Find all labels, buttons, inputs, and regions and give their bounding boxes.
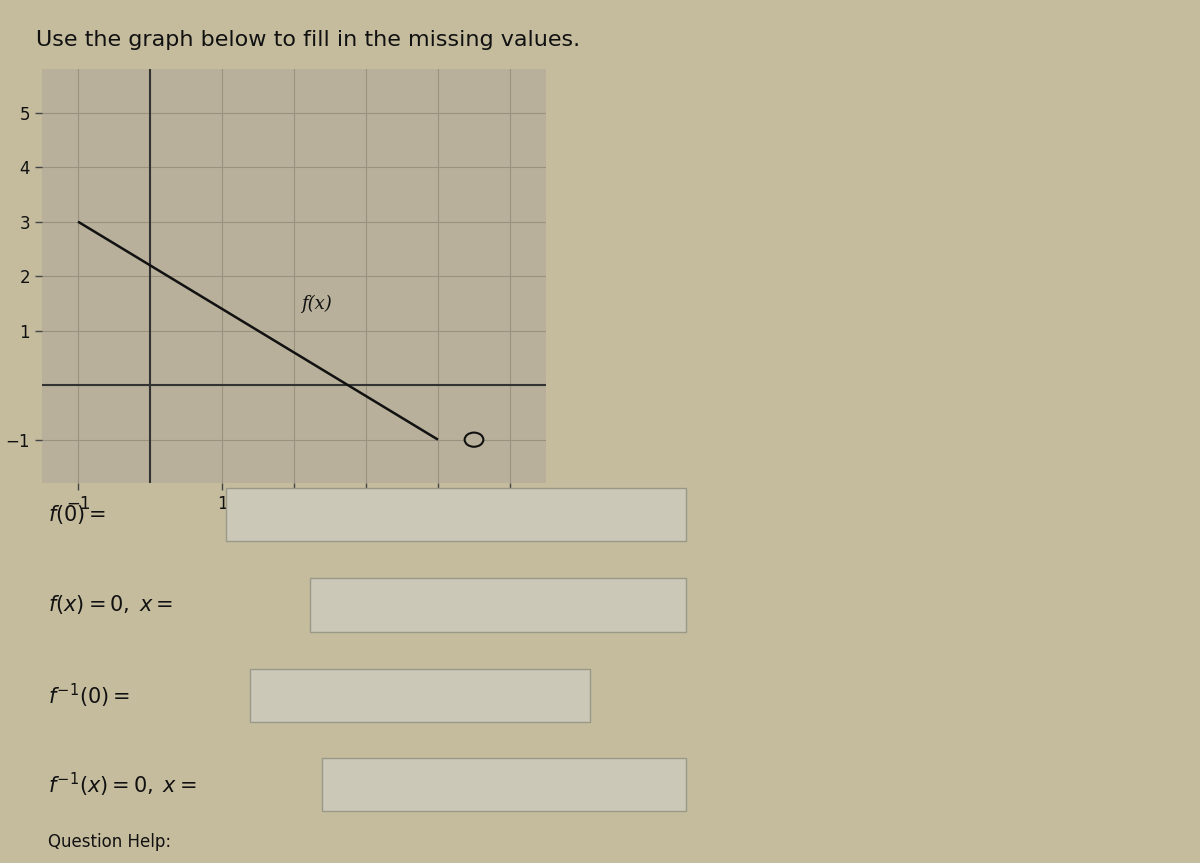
Circle shape (464, 432, 484, 447)
Text: Use the graph below to fill in the missing values.: Use the graph below to fill in the missi… (36, 30, 580, 50)
Text: $f(x) = 0, \; x = $: $f(x) = 0, \; x = $ (48, 594, 173, 616)
Text: $f^{-1}(0) = $: $f^{-1}(0) = $ (48, 682, 130, 709)
Text: $f(0) = $: $f(0) = $ (48, 503, 107, 526)
Text: Question Help:: Question Help: (48, 834, 172, 852)
Text: f(x): f(x) (301, 294, 332, 313)
Text: $f^{-1}(x) = 0, \; x = $: $f^{-1}(x) = 0, \; x = $ (48, 771, 197, 798)
